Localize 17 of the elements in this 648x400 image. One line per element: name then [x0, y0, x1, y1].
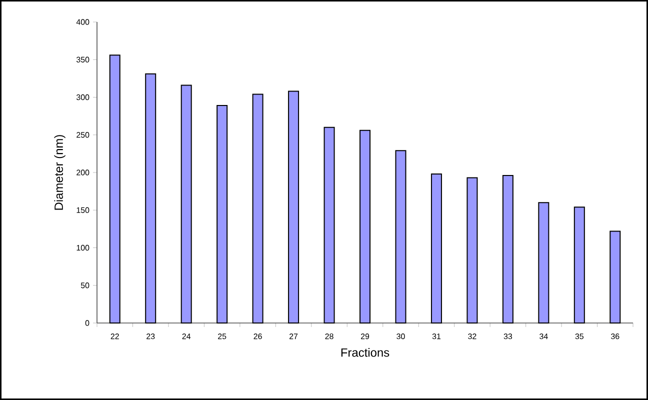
bar [574, 206, 585, 324]
bar [466, 177, 478, 324]
y-axis-title: Diameter (nm) [54, 135, 66, 210]
bar [430, 174, 442, 324]
bar [610, 230, 621, 324]
bar [252, 94, 264, 324]
bar [288, 90, 300, 324]
bar [502, 175, 514, 324]
bar [360, 130, 371, 324]
bar [145, 73, 156, 324]
bar [109, 54, 120, 324]
x-axis-title: Fractions [341, 348, 390, 357]
bar [324, 126, 335, 324]
bar [180, 84, 192, 324]
bar [395, 150, 406, 324]
bar [216, 105, 228, 324]
bar [538, 202, 550, 324]
